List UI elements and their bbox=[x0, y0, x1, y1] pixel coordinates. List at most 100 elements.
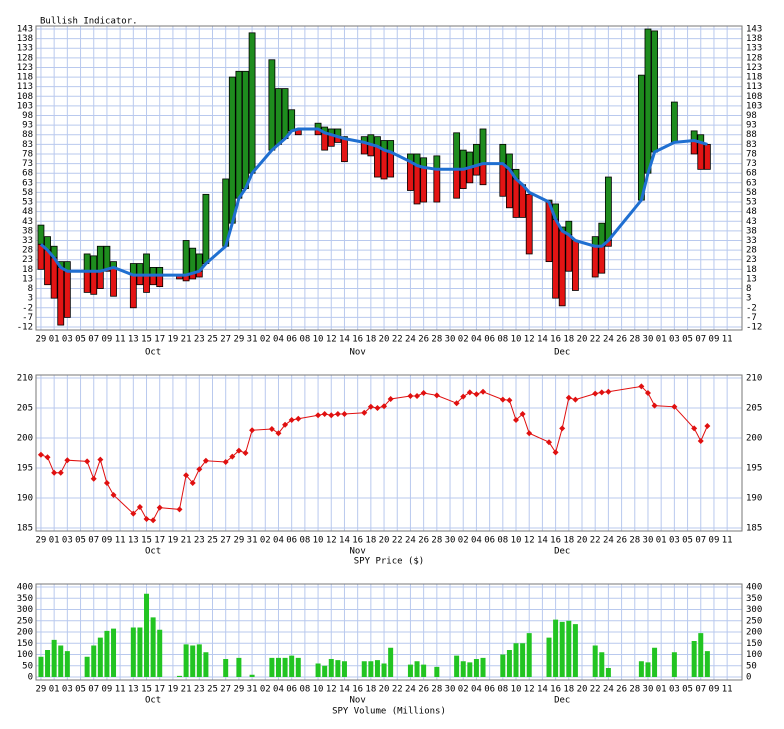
volume-bar bbox=[51, 639, 57, 677]
bar-below bbox=[143, 274, 150, 293]
bar-below bbox=[44, 249, 51, 286]
bar-below bbox=[83, 270, 91, 293]
volume-bar bbox=[97, 637, 103, 677]
volume-bar bbox=[157, 629, 163, 677]
bar-below bbox=[129, 274, 137, 309]
bar-above bbox=[103, 245, 111, 270]
x-tick-label: 23 bbox=[194, 685, 205, 695]
x-tick-label: 20 bbox=[577, 335, 588, 345]
x-tick-label: 16 bbox=[550, 685, 561, 695]
bar-below bbox=[341, 138, 348, 163]
volume-bar bbox=[467, 662, 473, 677]
x-tick-label: 07 bbox=[88, 335, 99, 345]
y-tick-label: 83 bbox=[22, 140, 33, 150]
price-point bbox=[249, 427, 256, 434]
price-point bbox=[519, 411, 526, 417]
y-tick-label-right: 150 bbox=[746, 639, 762, 649]
bar-above bbox=[235, 70, 243, 199]
x-tick-label: 12 bbox=[524, 335, 535, 345]
x-tick-label: 13 bbox=[128, 536, 139, 546]
y-tick-label-right: 88 bbox=[746, 130, 757, 140]
y-tick-label: 63 bbox=[22, 178, 33, 188]
bar-above bbox=[288, 109, 296, 132]
price-point bbox=[242, 450, 249, 456]
y-tick-label: 98 bbox=[22, 111, 33, 121]
y-tick-label: 78 bbox=[22, 149, 33, 159]
volume-bar bbox=[652, 647, 658, 677]
volume-bar bbox=[249, 674, 255, 677]
x-tick-label: 31 bbox=[247, 536, 258, 546]
price-point bbox=[460, 393, 467, 400]
price-point bbox=[150, 517, 157, 524]
price-point bbox=[651, 402, 658, 409]
x-tick-label: 03 bbox=[669, 335, 680, 345]
x-tick-label: 06 bbox=[286, 536, 297, 546]
volume-bar bbox=[236, 657, 242, 677]
y-tick-label: 200 bbox=[17, 628, 33, 638]
x-tick-label: 09 bbox=[102, 335, 113, 345]
bar-above bbox=[143, 253, 150, 276]
x-tick-label: 20 bbox=[379, 536, 390, 546]
x-tick-label: 12 bbox=[326, 335, 337, 345]
x-tick-label: 18 bbox=[563, 685, 574, 695]
volume-bar bbox=[315, 663, 321, 677]
bar-below bbox=[697, 142, 705, 170]
volume-bar bbox=[566, 620, 572, 677]
x-tick-label: 30 bbox=[445, 685, 456, 695]
x-tick-label: 30 bbox=[643, 685, 654, 695]
volume-bar bbox=[104, 630, 110, 677]
price-point bbox=[229, 453, 236, 460]
y-tick-label-right: 18 bbox=[746, 265, 757, 275]
y-tick-label-right: 103 bbox=[746, 101, 762, 111]
y-tick-label: -12 bbox=[17, 323, 33, 333]
month-label: Dec bbox=[554, 696, 570, 706]
x-tick-label: 28 bbox=[629, 685, 640, 695]
y-tick-label: 108 bbox=[17, 92, 33, 102]
x-tick-label: 11 bbox=[115, 335, 126, 345]
bar-below bbox=[506, 168, 513, 209]
price-point bbox=[295, 415, 302, 422]
x-tick-label: 26 bbox=[616, 685, 627, 695]
y-tick-label-right: 210 bbox=[746, 374, 762, 384]
y-tick-label: 88 bbox=[22, 130, 33, 140]
y-tick-label: 8 bbox=[28, 284, 33, 294]
x-tick-label: 29 bbox=[36, 685, 47, 695]
x-tick-label: 30 bbox=[643, 335, 654, 345]
y-tick-label: 300 bbox=[17, 605, 33, 615]
volume-bar bbox=[335, 660, 341, 677]
y-tick-label-right: 33 bbox=[746, 236, 757, 246]
x-tick-label: 05 bbox=[75, 685, 86, 695]
price-point bbox=[367, 403, 374, 410]
y-tick-label: 53 bbox=[22, 198, 33, 208]
x-tick-label: 15 bbox=[141, 536, 152, 546]
x-tick-label: 05 bbox=[682, 335, 693, 345]
x-tick-label: 25 bbox=[207, 536, 218, 546]
bar-below bbox=[57, 266, 65, 326]
price-point bbox=[183, 472, 190, 479]
x-tick-label: 09 bbox=[102, 536, 113, 546]
price-point bbox=[559, 425, 566, 432]
month-label: Oct bbox=[145, 348, 161, 358]
bar-above bbox=[473, 143, 480, 166]
volume-bar bbox=[58, 645, 64, 677]
y-tick-label: 13 bbox=[22, 274, 33, 284]
volume-bar bbox=[691, 641, 697, 677]
volume-bar bbox=[704, 651, 710, 677]
y-tick-label: -2 bbox=[22, 303, 33, 313]
month-label: Nov bbox=[350, 696, 366, 706]
y-tick-label: 48 bbox=[22, 207, 33, 217]
month-label: Nov bbox=[350, 547, 366, 557]
x-tick-label: 01 bbox=[49, 685, 60, 695]
price-point bbox=[374, 405, 381, 411]
average-line bbox=[39, 127, 708, 277]
price-point bbox=[202, 457, 209, 464]
volume-bar bbox=[84, 656, 90, 677]
volume-bar bbox=[368, 661, 374, 677]
x-tick-label: 10 bbox=[313, 536, 324, 546]
y-tick-label-right: 93 bbox=[746, 121, 757, 131]
y-tick-label: -7 bbox=[22, 313, 33, 323]
bar-above bbox=[644, 28, 652, 174]
volume-bar bbox=[388, 647, 394, 677]
x-tick-label: 16 bbox=[352, 335, 363, 345]
y-tick-label: 195 bbox=[17, 464, 33, 474]
